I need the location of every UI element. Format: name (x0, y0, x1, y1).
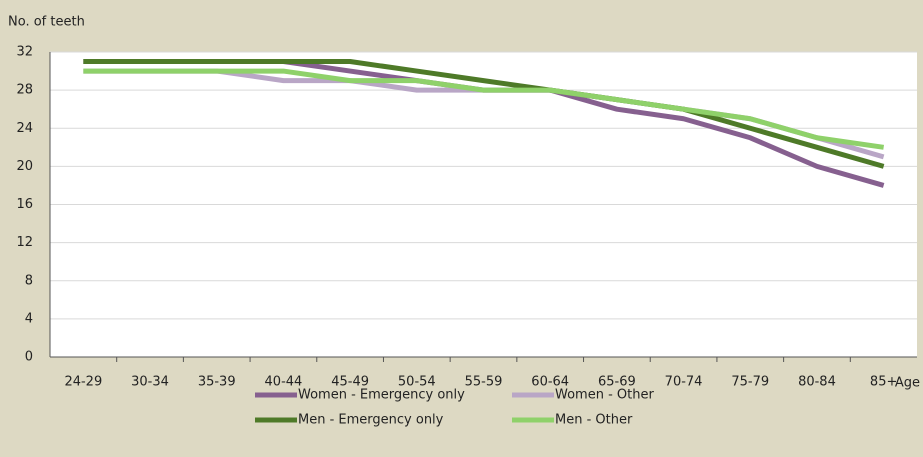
y-tick-label: 12 (16, 235, 33, 250)
x-tick-label: 60-64 (531, 375, 569, 390)
x-tick-label: 40-44 (265, 375, 303, 390)
x-tick-label: 30-34 (131, 375, 169, 390)
series-line (83, 59, 885, 169)
y-axis-label: No. of teeth (8, 15, 85, 30)
y-tick-label: 28 (16, 83, 33, 98)
legend-label: Women - Emergency only (298, 388, 465, 403)
y-tick-label: 8 (25, 273, 33, 288)
legend-label: Men - Emergency only (298, 413, 444, 428)
y-tick-label: 32 (16, 45, 33, 60)
x-tick-label: 45-49 (331, 375, 369, 390)
x-tick-label: 35-39 (198, 375, 236, 390)
y-tick-label: 16 (16, 197, 33, 212)
y-tick-label: 4 (25, 311, 33, 326)
y-tick-label: 24 (16, 121, 33, 136)
x-tick-label: 75-79 (731, 375, 769, 390)
legend-label: Women - Other (555, 388, 654, 403)
x-tick-label: 80-84 (798, 375, 836, 390)
x-axis-label: Age (895, 376, 920, 391)
x-tick-label: 24-29 (64, 375, 102, 390)
x-tick-label: 85+ (870, 375, 897, 390)
x-tick-label: 50-54 (398, 375, 436, 390)
y-tick-label: 20 (16, 159, 33, 174)
x-tick-label: 70-74 (665, 375, 703, 390)
series-line (83, 68, 885, 150)
y-tick-label: 0 (25, 350, 33, 365)
x-tick-label: 65-69 (598, 375, 636, 390)
legend-label: Men - Other (555, 413, 633, 428)
x-tick-label: 55-59 (465, 375, 503, 390)
